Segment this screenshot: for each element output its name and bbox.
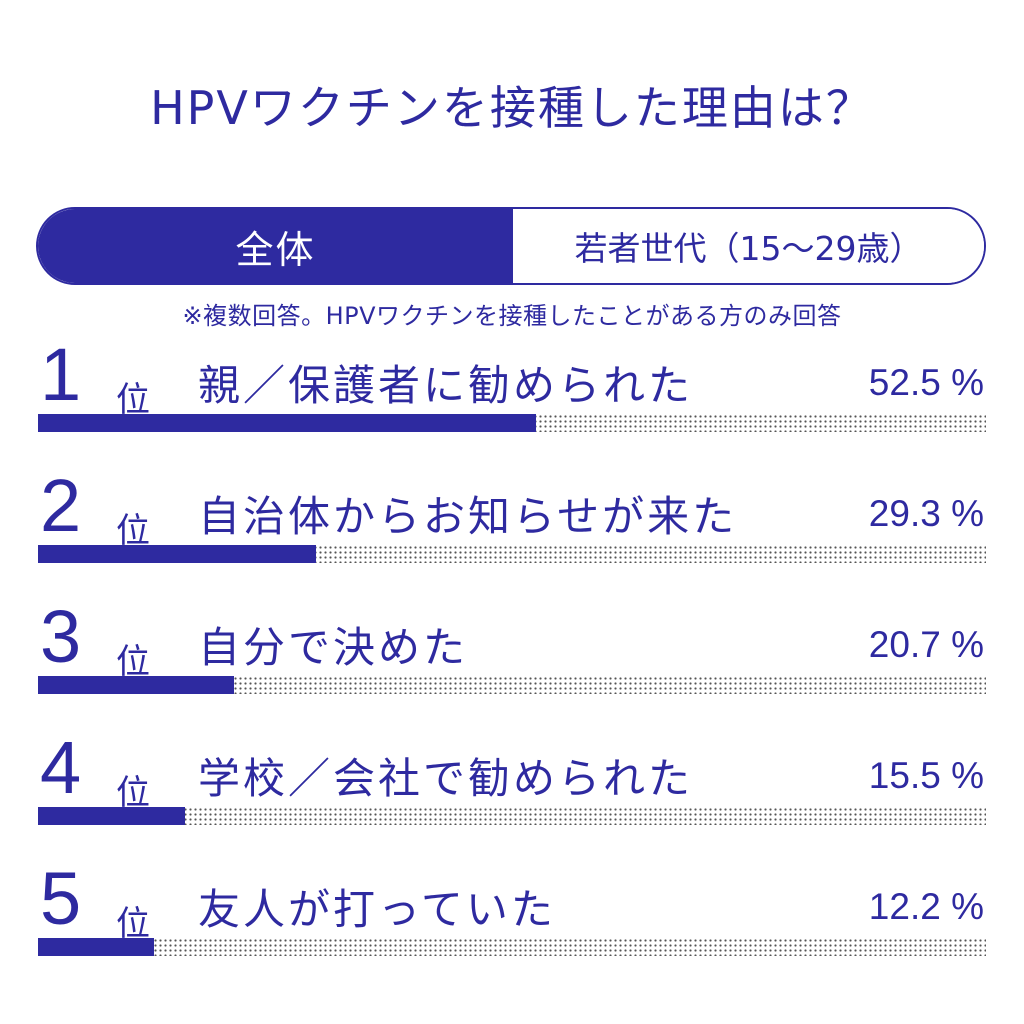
category-label: 自治体からお知らせが来た bbox=[198, 492, 738, 541]
value-label: 29.3 % bbox=[868, 493, 984, 534]
rank-number: 5 bbox=[40, 857, 82, 940]
tab-overall[interactable]: 全体 bbox=[38, 209, 513, 283]
ranking-row: 2 位自治体からお知らせが来た 29.3 % bbox=[38, 469, 986, 581]
bar-track bbox=[38, 807, 986, 825]
category-label: 親／保護者に勧められた bbox=[198, 361, 694, 410]
survey-note: ※複数回答。HPVワクチンを接種したことがある方のみ回答 bbox=[182, 302, 842, 330]
bar bbox=[38, 938, 154, 956]
category-label: 友人が打っていた bbox=[198, 885, 556, 934]
category-label: 学校／会社で勧められた bbox=[198, 754, 694, 803]
ranking-row: 5 位友人が打っていた 12.2 % bbox=[38, 862, 986, 974]
rank-number: 1 bbox=[40, 333, 82, 416]
value-label: 12.2 % bbox=[868, 886, 984, 927]
ranking-row: 4 位学校／会社で勧められた 15.5 % bbox=[38, 731, 986, 843]
bar bbox=[38, 676, 234, 694]
chart-title: HPVワクチンを接種した理由は？ bbox=[150, 81, 874, 135]
rank-unit: 位 bbox=[116, 773, 150, 813]
bar-track bbox=[38, 938, 986, 956]
rank-unit: 位 bbox=[116, 904, 150, 944]
bar bbox=[38, 414, 536, 432]
rank-unit: 位 bbox=[116, 380, 150, 420]
rank-number: 3 bbox=[40, 595, 82, 678]
segment-tabs: 全体 若者世代（15～29歳） bbox=[36, 207, 986, 285]
rank-number: 2 bbox=[40, 464, 82, 547]
category-label: 自分で決めた bbox=[198, 623, 469, 672]
bar-track bbox=[38, 676, 986, 694]
rank-number: 4 bbox=[40, 726, 82, 809]
rank-unit: 位 bbox=[116, 511, 150, 551]
value-label: 15.5 % bbox=[868, 755, 984, 796]
tab-youth[interactable]: 若者世代（15～29歳） bbox=[513, 209, 984, 283]
ranking-row: 3 位自分で決めた 20.7 % bbox=[38, 600, 986, 712]
bar bbox=[38, 545, 316, 563]
rank-unit: 位 bbox=[116, 642, 150, 682]
ranking-row: 1 位親／保護者に勧められた 52.5 % bbox=[38, 338, 986, 450]
value-label: 20.7 % bbox=[868, 624, 984, 665]
value-label: 52.5 % bbox=[868, 362, 984, 403]
bar bbox=[38, 807, 185, 825]
